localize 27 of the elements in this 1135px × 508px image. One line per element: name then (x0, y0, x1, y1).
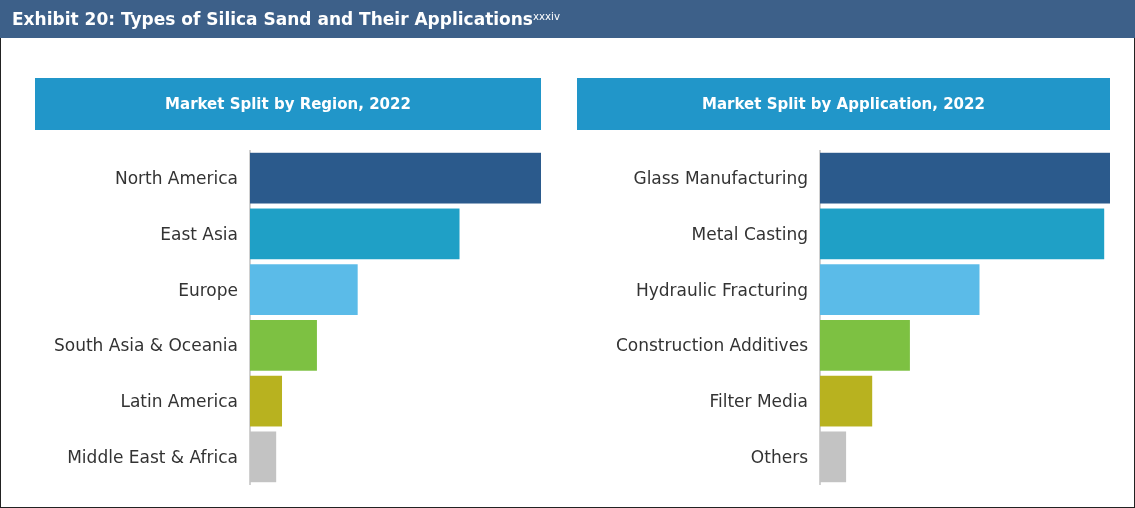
chart-subtitle: Market Split by Application, 2022 (702, 95, 985, 113)
bar (820, 375, 873, 427)
y-tick-label: Others (750, 446, 809, 467)
bar (250, 152, 541, 204)
bar (820, 208, 1105, 260)
y-tick-label: East Asia (160, 223, 238, 244)
bar (820, 152, 1110, 204)
bar (820, 264, 980, 315)
y-tick-label: Construction Additives (615, 335, 809, 356)
bar (820, 320, 910, 371)
bar (250, 208, 460, 260)
y-tick-label: Hydraulic Fracturing (635, 279, 808, 300)
bar (250, 375, 283, 427)
y-tick-label: Metal Casting (691, 223, 808, 244)
y-tick-label: Filter Media (709, 391, 808, 412)
y-tick-label: Middle East & Africa (67, 446, 238, 467)
y-tick-label: North America (114, 168, 238, 189)
y-tick-label: Europe (178, 279, 238, 300)
bar (250, 264, 358, 315)
chart-subtitle: Market Split by Region, 2022 (165, 95, 411, 113)
y-tick-label: South Asia & Oceania (53, 335, 238, 356)
chart-title: Exhibit 20: Types of Silica Sand and Their Applications$^{xxxiv}$ (12, 9, 560, 29)
y-tick-label: Latin America (120, 391, 238, 412)
bar (250, 320, 317, 371)
y-tick-label: Glass Manufacturing (633, 168, 808, 189)
bar (250, 431, 277, 483)
bar (820, 431, 847, 483)
